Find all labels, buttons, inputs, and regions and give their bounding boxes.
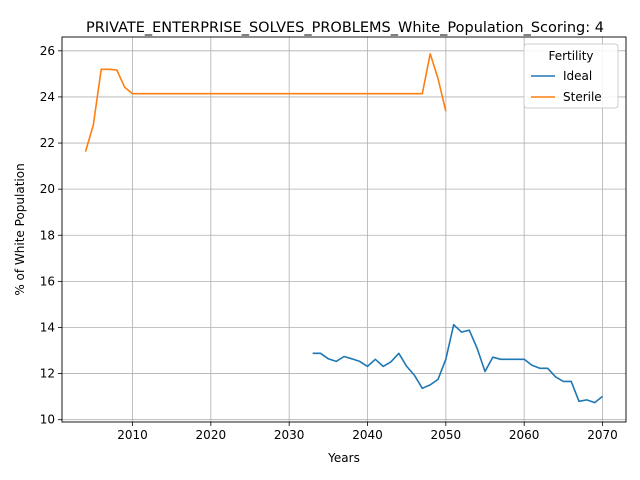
y-tick-label: 12 <box>40 367 55 381</box>
y-tick-label: 20 <box>40 182 55 196</box>
series-layer <box>84 52 603 404</box>
x-tick-label: 2050 <box>431 428 462 442</box>
plot-frame <box>61 36 627 423</box>
y-axis-label: % of White Population <box>13 163 27 295</box>
x-tick-label: 2020 <box>196 428 227 442</box>
y-tick-label: 24 <box>40 90 55 104</box>
legend-label-ideal: Ideal <box>563 69 592 83</box>
x-axis-label: Years <box>327 451 360 465</box>
y-tick-label: 18 <box>40 228 55 242</box>
x-tick-label: 2030 <box>274 428 305 442</box>
series-line-ideal <box>312 323 603 404</box>
x-tick-label: 2040 <box>352 428 383 442</box>
y-tick-label: 26 <box>40 44 55 58</box>
y-tick-label: 10 <box>40 413 55 427</box>
x-tick-label: 2010 <box>117 428 148 442</box>
chart-title: PRIVATE_ENTERPRISE_SOLVES_PROBLEMS_White… <box>86 20 604 36</box>
legend-title: Fertility <box>548 49 593 63</box>
x-tick-label: 2060 <box>509 428 540 442</box>
legend-label-sterile: Sterile <box>563 90 602 104</box>
tick-layer: 2010 2020 2030 2040 2050 2060 2070 10 12 14 16 18 20… <box>40 44 618 442</box>
legend: Fertility Ideal Sterile <box>523 43 619 109</box>
series-line-sterile <box>84 52 447 152</box>
legend-box <box>523 43 619 109</box>
x-tick-label: 2070 <box>587 428 618 442</box>
y-tick-label: 22 <box>40 136 55 150</box>
y-tick-label: 14 <box>40 320 55 334</box>
y-tick-label: 16 <box>40 274 55 288</box>
